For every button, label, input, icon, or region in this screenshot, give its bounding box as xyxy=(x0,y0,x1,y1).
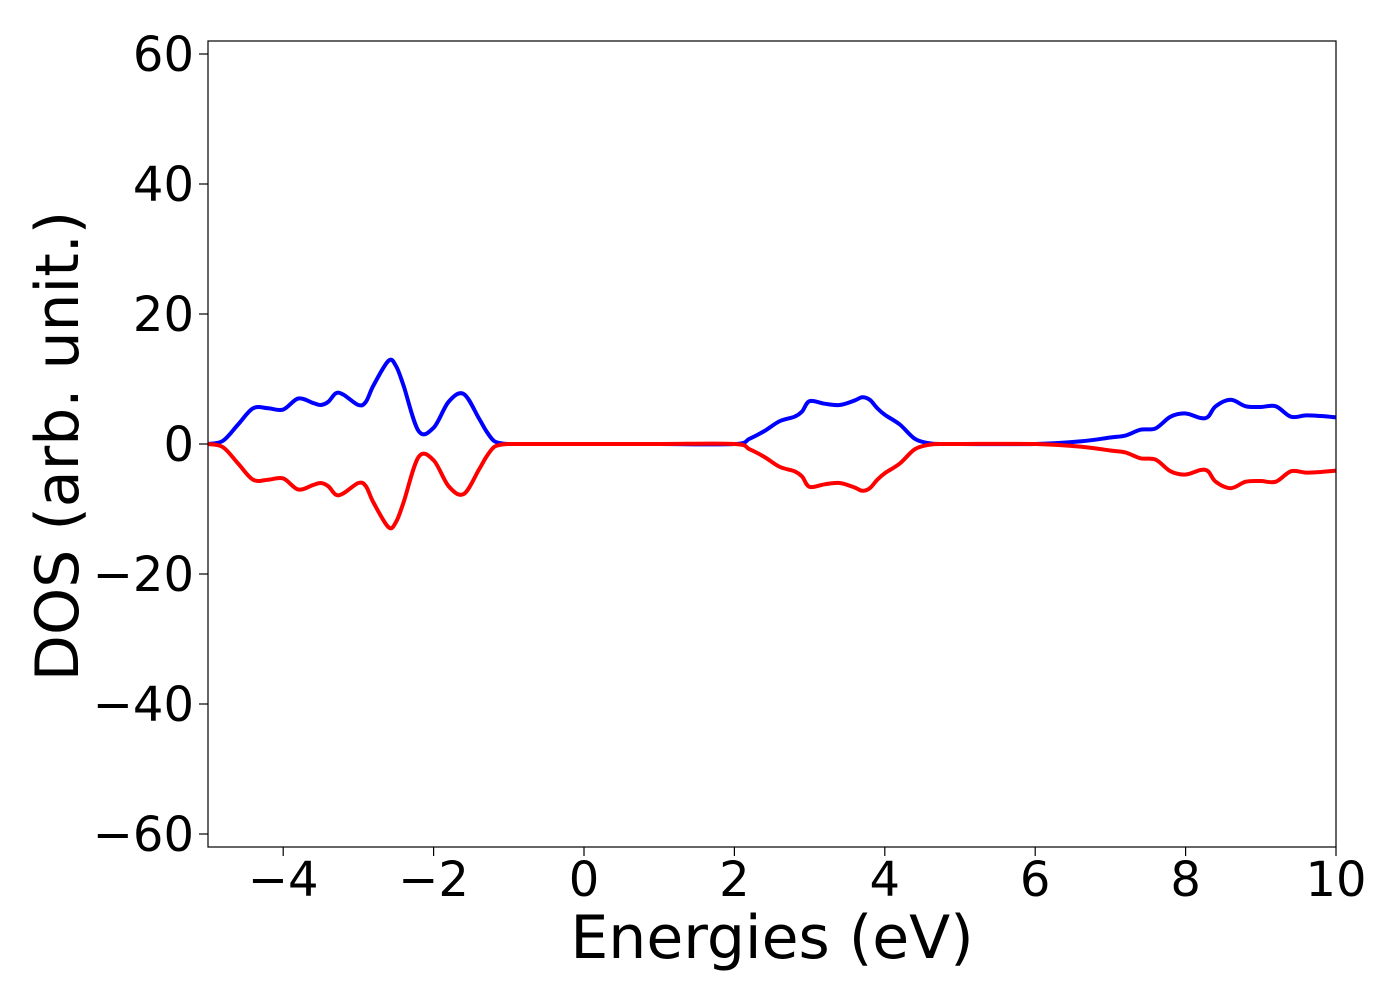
dos-up-series-line xyxy=(207,357,1337,447)
x-tick-label: 10 xyxy=(1305,852,1366,908)
x-axis-label: Energies (eV) xyxy=(570,903,973,973)
plot-frame xyxy=(207,40,1337,848)
series-layer xyxy=(207,357,1337,531)
y-tick-label: 0 xyxy=(163,417,194,473)
x-tick-label: 8 xyxy=(1170,852,1201,908)
x-tick-label: 6 xyxy=(1020,852,1051,908)
x-tick-label: 2 xyxy=(719,852,750,908)
dos-down-series-line xyxy=(207,441,1337,531)
y-tick-label: 40 xyxy=(133,157,194,213)
x-tick-label: 0 xyxy=(569,852,600,908)
x-tick-label: −4 xyxy=(248,852,319,908)
y-tick-label: −60 xyxy=(93,807,194,863)
y-tick-label: −20 xyxy=(93,547,194,603)
x-tick-label: 4 xyxy=(870,852,901,908)
y-axis-label: DOS (arb. unit.) xyxy=(23,211,93,681)
y-tick-label: 60 xyxy=(133,27,194,83)
y-tick-label: −40 xyxy=(93,677,194,733)
x-tick-label: −2 xyxy=(398,852,469,908)
y-tick-label: 20 xyxy=(133,287,194,343)
